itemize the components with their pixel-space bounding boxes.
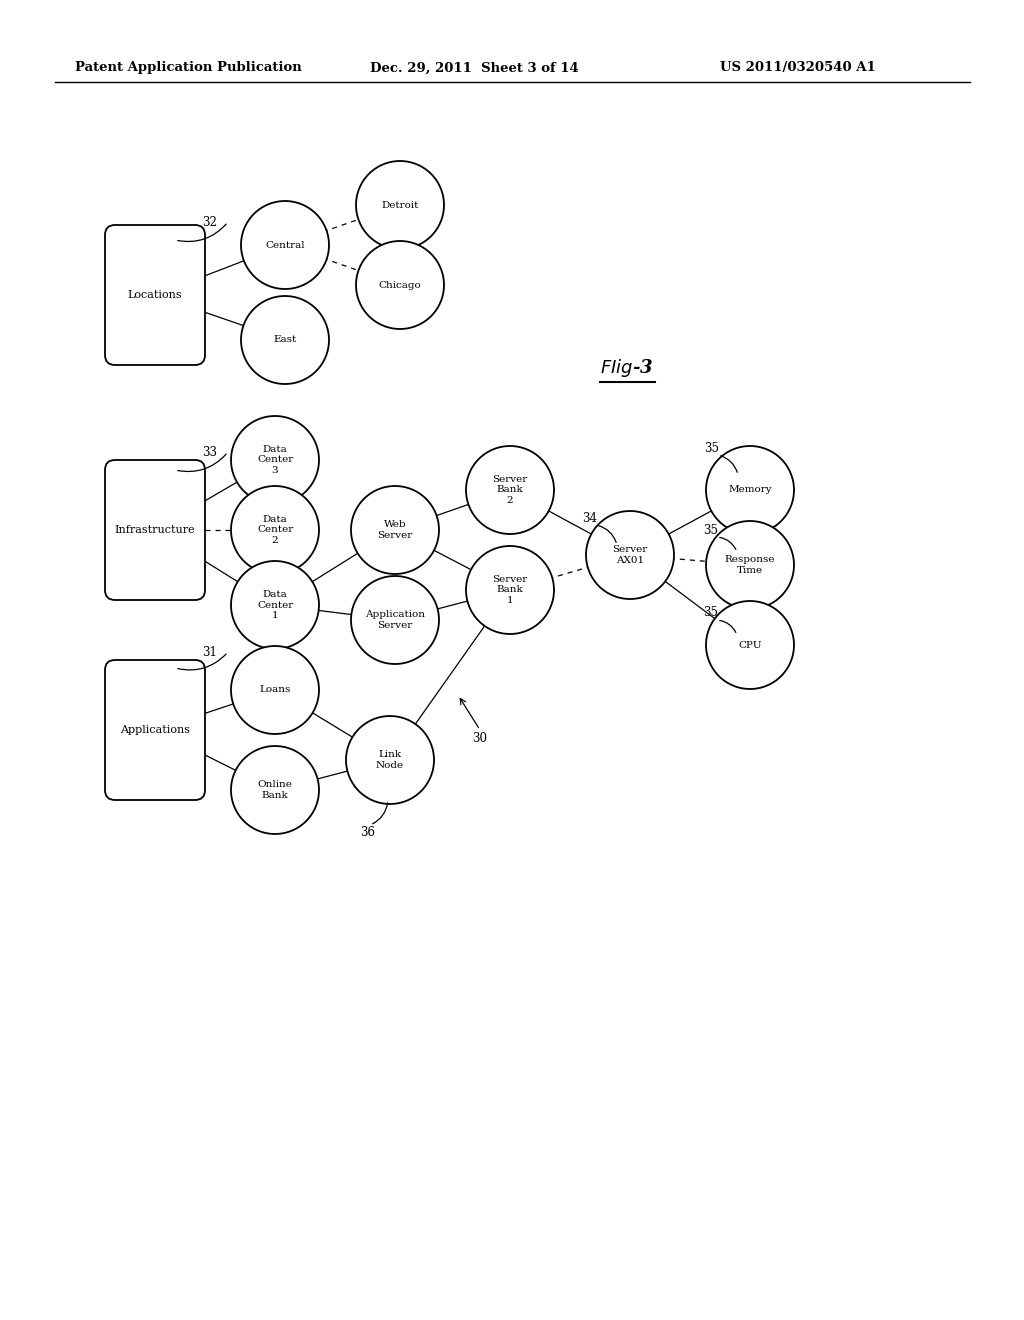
Text: 31: 31: [203, 645, 217, 659]
Text: Link
Node: Link Node: [376, 750, 404, 770]
FancyBboxPatch shape: [105, 459, 205, 601]
Circle shape: [706, 601, 794, 689]
Text: US 2011/0320540 A1: US 2011/0320540 A1: [720, 62, 876, 74]
Text: Server
Bank
2: Server Bank 2: [493, 475, 527, 504]
Circle shape: [351, 486, 439, 574]
Text: Patent Application Publication: Patent Application Publication: [75, 62, 302, 74]
Circle shape: [231, 486, 319, 574]
Circle shape: [346, 715, 434, 804]
Text: Data
Center
2: Data Center 2: [257, 515, 293, 545]
Text: Data
Center
3: Data Center 3: [257, 445, 293, 475]
Circle shape: [241, 296, 329, 384]
Text: Application
Server: Application Server: [365, 610, 425, 630]
Circle shape: [706, 521, 794, 609]
Text: East: East: [273, 335, 297, 345]
Text: 33: 33: [203, 446, 217, 458]
Text: CPU: CPU: [738, 640, 762, 649]
Text: Applications: Applications: [120, 725, 190, 735]
Text: Online
Bank: Online Bank: [258, 780, 293, 800]
Text: Web
Server: Web Server: [378, 520, 413, 540]
Text: Server
Bank
1: Server Bank 1: [493, 576, 527, 605]
Circle shape: [351, 576, 439, 664]
FancyBboxPatch shape: [105, 660, 205, 800]
Text: 36: 36: [360, 826, 376, 840]
Circle shape: [241, 201, 329, 289]
Text: Memory: Memory: [728, 486, 772, 495]
Circle shape: [231, 416, 319, 504]
Text: 35: 35: [703, 606, 719, 619]
Circle shape: [356, 161, 444, 249]
Text: Server
AX01: Server AX01: [612, 545, 647, 565]
Text: Detroit: Detroit: [381, 201, 419, 210]
Circle shape: [231, 645, 319, 734]
Text: 30: 30: [472, 731, 487, 744]
Text: Infrastructure: Infrastructure: [115, 525, 196, 535]
FancyBboxPatch shape: [105, 224, 205, 366]
Text: Data
Center
1: Data Center 1: [257, 590, 293, 620]
Text: Chicago: Chicago: [379, 281, 421, 289]
Text: Central: Central: [265, 240, 305, 249]
Circle shape: [466, 446, 554, 535]
Text: 32: 32: [203, 215, 217, 228]
Circle shape: [231, 746, 319, 834]
Text: Response
Time: Response Time: [725, 556, 775, 574]
Circle shape: [231, 561, 319, 649]
Circle shape: [586, 511, 674, 599]
Text: Locations: Locations: [128, 290, 182, 300]
Circle shape: [706, 446, 794, 535]
Text: $\mathit{FIig}$-3: $\mathit{FIig}$-3: [600, 356, 653, 379]
Text: Loans: Loans: [259, 685, 291, 694]
Circle shape: [356, 242, 444, 329]
Text: 35: 35: [705, 441, 720, 454]
Circle shape: [466, 546, 554, 634]
Text: Dec. 29, 2011  Sheet 3 of 14: Dec. 29, 2011 Sheet 3 of 14: [370, 62, 579, 74]
Text: 34: 34: [583, 511, 597, 524]
Text: 35: 35: [703, 524, 719, 536]
